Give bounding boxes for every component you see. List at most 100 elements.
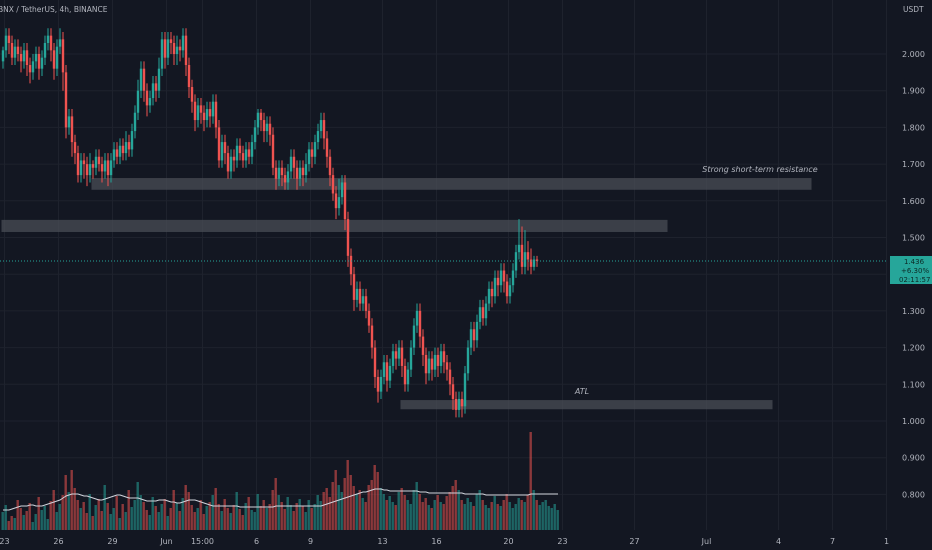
volume-bar [190,505,193,530]
candle-body [370,325,374,348]
volume-bar [175,503,178,530]
candle-body [220,142,224,161]
x-axis[interactable]: 23 26 29 Jun 15:00 6 9 13 16 20 23 27 Jul 4 7 1 [0,537,889,546]
candle-body [160,39,164,69]
volume-bar [151,497,154,530]
volume-bar [433,500,436,530]
volume-bar [526,495,529,530]
y-tick-label: 1.700 [902,160,925,169]
volume-bar [469,502,472,530]
volume-bar [91,516,94,530]
volume-bar [394,505,397,530]
x-tick-label: 23 [557,537,567,546]
volume-bar [34,514,37,530]
volume-bar [64,475,67,530]
volume-bar [508,502,511,530]
volume-bars [1,432,559,530]
zone-resistance-zone-2[interactable] [1,219,668,232]
volume-bar [481,500,484,530]
candle-body [499,270,503,286]
volume-bar [97,499,100,530]
candle-body [394,351,398,359]
volume-bar [232,505,235,530]
candle-body [1,50,5,62]
candle-body [28,65,32,73]
candle-body [199,105,203,113]
volume-bar [502,500,505,530]
volume-bar [82,502,85,530]
candle-body [121,145,125,154]
y-tick-label: 1.900 [902,87,925,96]
candle-body [61,39,65,73]
volume-bar [529,432,532,530]
y-axis[interactable]: 0.8000.9001.0001.1001.2001.3001.4001.500… [902,50,925,499]
candle-body [172,42,176,54]
volume-bar [436,495,439,530]
candle-body [145,90,149,106]
volume-bar [466,498,469,530]
candle-body [190,87,194,102]
volume-bar [160,504,163,530]
zone-label: Strong short-term resistance [702,165,817,174]
candle-body [82,160,86,165]
volume-bar [409,504,412,530]
y-tick-label: 1.600 [902,197,925,206]
candle-body [139,68,143,91]
candle-body [112,149,116,161]
volume-bar [532,490,535,530]
candle-body [295,167,299,179]
volume-bar [286,497,289,530]
candle-body [124,142,128,154]
price-tag: 1.436 +6.30% 02:11:57 [890,256,932,284]
volume-bar [268,504,271,530]
candle-body [16,46,20,54]
volume-bar [385,500,388,530]
volume-bar [115,496,118,530]
price-tag-change: +6.30% [901,267,929,275]
volume-bar [55,512,58,530]
volume-bar [169,508,172,530]
candle-body [85,164,89,176]
volume-bar [298,499,301,530]
volume-bar [346,460,349,530]
volume-bar [382,494,385,530]
candle-body [466,347,470,374]
volume-bar [472,506,475,530]
volume-bar [127,490,130,530]
volume-bar [319,501,322,530]
y-tick-label: 1.300 [902,307,925,316]
candle-body [259,112,263,121]
candle-body [469,329,473,348]
candle-body [127,142,131,150]
volume-bar [496,504,499,530]
candle-body [496,277,500,286]
volume-bar [73,488,76,530]
candle-body [343,182,347,220]
volume-bar [316,495,319,530]
candle-body [310,149,314,157]
candle-body [418,310,422,337]
candle-body [334,193,338,209]
volume-bar [289,505,292,530]
volume-bar [484,505,487,530]
candle-body [433,354,437,370]
candle-body [475,321,479,341]
zone-atl[interactable] [400,400,773,410]
volume-bar [106,503,109,530]
zone-strong-short-term-resistance[interactable] [91,178,812,190]
volume-bar [292,511,295,530]
volume-bar [70,470,73,530]
volume-bar [400,488,403,530]
candle-body [331,175,335,194]
candle-body [130,131,134,150]
candle-body [34,54,38,62]
candle-body [7,35,11,43]
candle-body [76,153,80,176]
volume-bar [79,508,82,530]
candle-body [535,259,539,261]
volume-bar [445,496,448,530]
candle-body [361,296,365,304]
candle-body [304,164,308,176]
volume-bar [130,507,133,530]
